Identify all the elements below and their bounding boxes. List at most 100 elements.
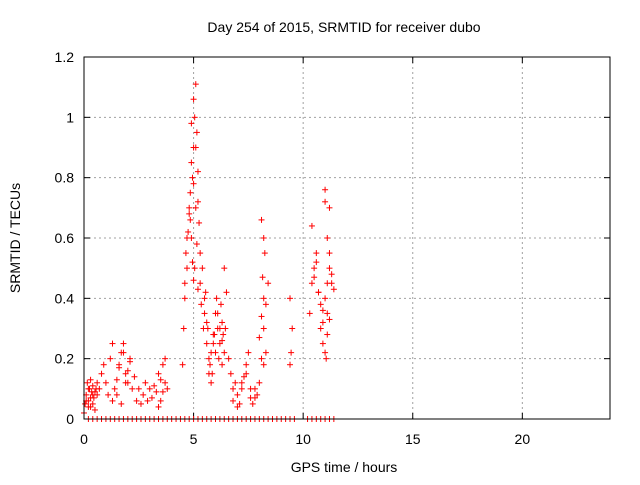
data-point — [124, 367, 131, 374]
data-point — [251, 394, 258, 401]
data-point — [260, 325, 267, 332]
data-point — [155, 403, 162, 410]
data-point — [148, 394, 155, 401]
data-point — [186, 210, 193, 217]
data-point — [187, 189, 194, 196]
data-point — [313, 250, 320, 257]
data-point — [230, 397, 237, 404]
data-point — [182, 250, 189, 257]
data-point — [91, 388, 98, 395]
data-point — [217, 301, 224, 308]
data-point — [133, 397, 140, 404]
data-point — [256, 334, 263, 341]
data-point — [118, 400, 125, 407]
data-point — [162, 379, 169, 386]
y-tick-label: 1 — [66, 109, 74, 125]
data-point — [184, 235, 191, 241]
data-point — [311, 274, 318, 281]
data-point — [319, 307, 326, 314]
data-point — [326, 250, 333, 257]
data-point — [323, 355, 330, 362]
data-point — [192, 81, 199, 88]
data-point — [189, 174, 196, 181]
data-point — [98, 370, 105, 377]
data-point — [204, 325, 211, 332]
data-point — [193, 129, 200, 136]
data-point — [225, 355, 232, 362]
data-point — [317, 325, 324, 332]
data-point — [243, 361, 250, 368]
data-point — [186, 204, 193, 211]
x-tick-label: 15 — [405, 431, 421, 447]
data-point — [221, 265, 228, 272]
data-point — [157, 397, 164, 404]
data-point — [84, 379, 91, 386]
data-point — [192, 204, 199, 211]
plot-frame — [83, 56, 611, 420]
data-point — [315, 289, 322, 296]
data-point — [324, 235, 331, 241]
data-point — [116, 364, 123, 371]
data-point — [89, 382, 96, 389]
data-point — [212, 349, 219, 356]
data-point — [109, 397, 116, 404]
data-point — [159, 388, 166, 395]
y-axis-label: SRMTID / TECUs — [7, 183, 23, 293]
data-point — [196, 219, 203, 226]
data-point — [162, 355, 169, 362]
data-point — [194, 286, 201, 293]
data-point — [107, 355, 114, 362]
data-point — [96, 385, 103, 392]
data-point — [236, 400, 243, 407]
y-tick-label: 1.2 — [55, 49, 75, 65]
data-point — [234, 403, 241, 410]
x-tick-label: 20 — [515, 431, 531, 447]
data-point — [262, 301, 269, 308]
data-point — [181, 295, 188, 302]
data-point — [180, 325, 187, 332]
data-point — [179, 361, 186, 368]
data-point — [208, 379, 215, 386]
data-point — [203, 340, 210, 347]
data-point — [124, 379, 131, 386]
data-point — [144, 397, 151, 404]
data-point — [324, 331, 331, 338]
data-point — [220, 331, 227, 338]
data-point — [111, 385, 118, 392]
data-point — [219, 319, 226, 326]
data-point — [140, 391, 147, 398]
data-point — [330, 286, 337, 293]
y-tick-label: 0.8 — [55, 170, 75, 186]
data-point — [202, 289, 209, 296]
data-point — [260, 295, 267, 302]
data-point — [260, 361, 267, 368]
data-point — [322, 186, 329, 193]
data-point — [135, 385, 142, 392]
data-point — [245, 349, 252, 356]
data-point — [137, 400, 144, 407]
x-axis-label: GPS time / hours — [291, 459, 398, 475]
data-point — [216, 325, 223, 332]
data-point — [219, 337, 226, 344]
data-point — [193, 241, 200, 248]
tick-labels: 0 0.2 0.4 0.6 0.8 1 1.2 0 5 10 15 20 — [55, 49, 531, 447]
data-point — [82, 400, 89, 407]
data-point — [223, 289, 230, 296]
data-point — [91, 406, 98, 413]
data-point — [249, 400, 256, 407]
data-point — [287, 361, 294, 368]
data-point — [191, 265, 198, 272]
data-point — [189, 259, 196, 266]
data-point — [328, 271, 335, 278]
data-point — [151, 382, 158, 389]
data-point — [157, 376, 164, 383]
data-point — [190, 180, 197, 187]
data-point — [216, 340, 223, 347]
data-point — [213, 295, 220, 302]
data-point — [113, 391, 120, 398]
data-point — [89, 391, 96, 398]
data-point — [288, 349, 295, 356]
data-point — [191, 114, 198, 121]
